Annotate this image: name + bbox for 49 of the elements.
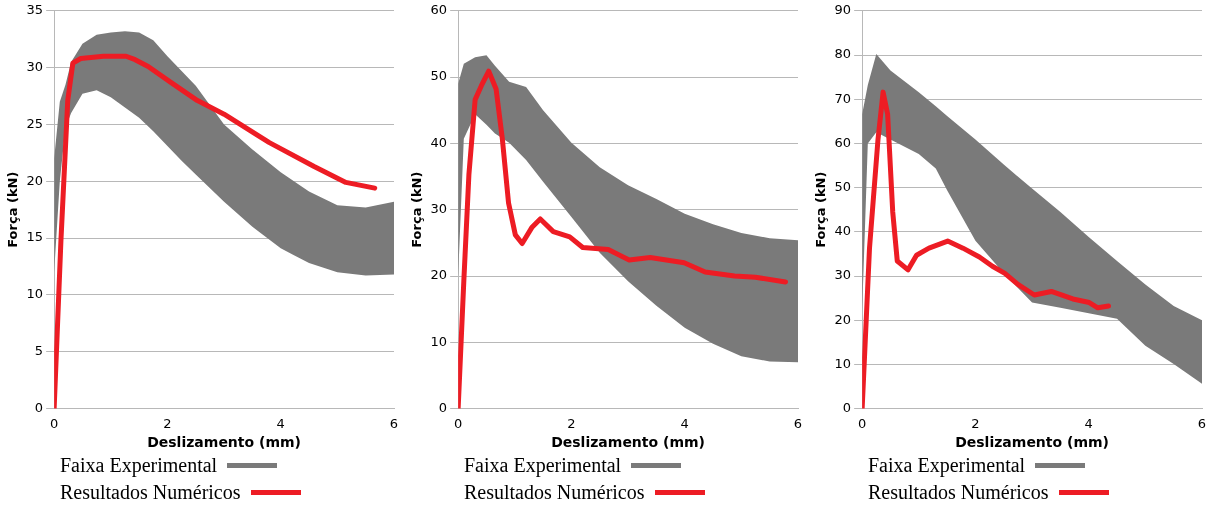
y-tick-label: 10 [26,286,44,302]
x-tick-label: 6 [793,415,803,431]
legend-label: Faixa Experimental [464,453,622,479]
y-tick-label: 60 [430,2,448,18]
x-tick-label: 4 [276,415,285,431]
y-tick-label: 5 [34,343,44,359]
x-tick-label: 0 [50,415,59,431]
y-tick-label: 15 [26,229,44,245]
y-tick-label: 20 [834,311,852,327]
x-tick-label: 6 [389,415,399,431]
x-tick-label: 2 [163,415,172,431]
x-tick-label: 2 [971,415,980,431]
y-tick-label: 40 [430,134,448,150]
y-tick-label: 50 [430,68,448,84]
x-tick-label: 2 [567,415,576,431]
legend-label: Faixa Experimental [60,453,218,479]
y-tick-label: 30 [26,59,44,74]
legend-label: Resultados Numéricos [868,480,1049,505]
y-tick-label: 40 [834,223,852,239]
y-tick-label: 35 [26,2,44,18]
y-tick-label: 0 [438,399,448,415]
x-tick-label: 4 [680,415,689,431]
x-tick-label: 0 [454,415,463,431]
x-tick-label: 0 [858,415,867,431]
y-tick-label: 80 [834,46,852,62]
legend-label: Resultados Numéricos [464,480,645,505]
y-tick-label: 90 [834,2,852,18]
y-axis-title: Força (kN) [409,171,425,248]
x-tick-label: 6 [1197,415,1207,431]
y-tick-label: 10 [430,333,448,349]
y-tick-label: 30 [430,201,448,217]
y-tick-label: 30 [834,267,852,283]
legend-label: Resultados Numéricos [60,480,241,505]
y-tick-label: 0 [34,399,44,415]
y-axis-title: Força (kN) [5,171,21,248]
x-axis-title: Deslizamento (mm) [955,434,1109,451]
x-tick-label: 4 [1084,415,1093,431]
y-tick-label: 60 [834,134,852,150]
y-tick-label: 70 [834,90,852,106]
y-tick-label: 50 [834,178,852,194]
y-tick-label: 25 [26,115,44,131]
legend-label: Faixa Experimental [868,453,1026,479]
y-axis-title: Força (kN) [813,171,829,248]
y-tick-label: 20 [430,267,448,283]
x-axis-title: Deslizamento (mm) [147,434,301,451]
x-axis-title: Deslizamento (mm) [551,434,705,451]
y-tick-label: 20 [26,172,44,188]
y-tick-label: 0 [842,399,852,415]
y-tick-label: 10 [834,355,852,371]
